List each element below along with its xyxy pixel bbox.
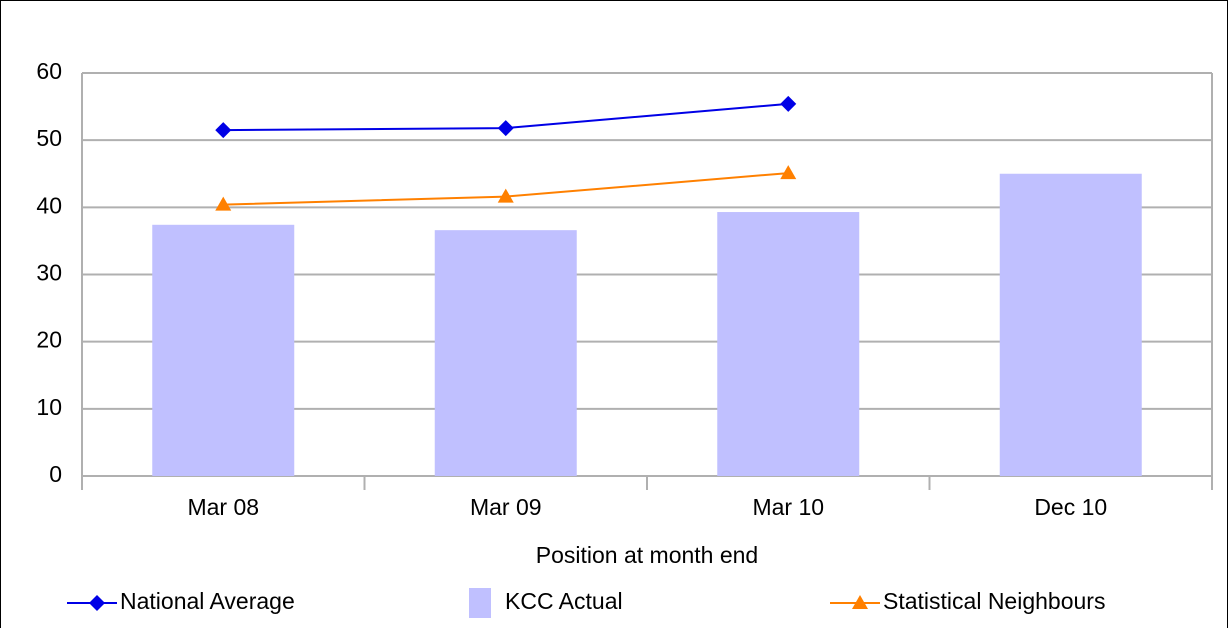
legend-label: National Average xyxy=(120,588,295,614)
y-tick-label: 20 xyxy=(36,327,62,353)
bar xyxy=(434,230,577,476)
y-tick-label: 50 xyxy=(36,125,62,151)
y-tick-label: 10 xyxy=(36,394,62,420)
point xyxy=(215,196,232,211)
x-tick-label: Mar 10 xyxy=(752,494,824,520)
bar xyxy=(999,173,1142,476)
y-tick-label: 40 xyxy=(36,192,62,218)
x-tick-label: Mar 09 xyxy=(470,494,542,520)
legend-marker xyxy=(89,595,105,611)
x-tick-label: Dec 10 xyxy=(1034,494,1107,520)
legend-label: Statistical Neighbours xyxy=(883,588,1105,614)
y-tick-label: 60 xyxy=(36,58,62,84)
bar xyxy=(717,212,860,476)
legend-swatch xyxy=(469,588,491,618)
point xyxy=(497,120,514,137)
y-tick-label: 0 xyxy=(49,461,62,487)
point xyxy=(780,95,797,112)
x-tick-label: Mar 08 xyxy=(187,494,259,520)
y-tick-label: 30 xyxy=(36,260,62,286)
legend-marker xyxy=(852,595,868,609)
point xyxy=(497,188,514,203)
bar xyxy=(152,224,295,476)
legend-label: KCC Actual xyxy=(505,588,623,614)
point xyxy=(780,165,797,180)
x-axis-title: Position at month end xyxy=(536,542,758,568)
point xyxy=(215,122,232,139)
